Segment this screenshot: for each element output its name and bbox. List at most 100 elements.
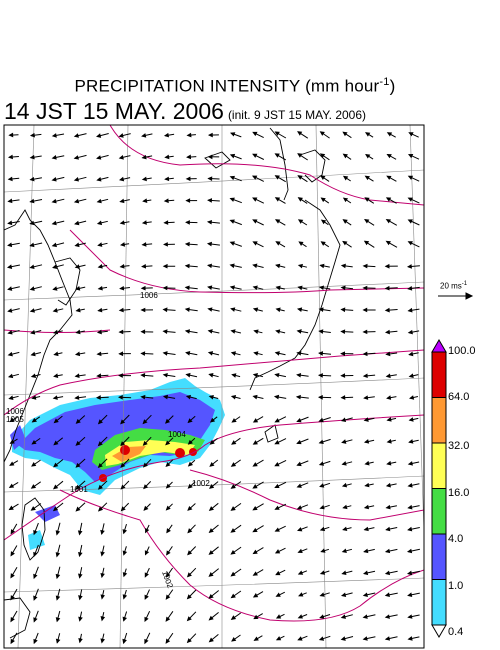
wind-arrow-head xyxy=(386,460,392,466)
wind-arrow-head xyxy=(119,242,126,247)
wind-arrow-head xyxy=(208,615,214,621)
wind-arrow-head xyxy=(100,616,106,622)
wind-arrow-head xyxy=(29,242,35,248)
wind-arrow-head xyxy=(407,483,413,488)
wind-arrow-head xyxy=(252,571,258,576)
wind-arrow-head xyxy=(296,372,302,378)
wind-arrow-head xyxy=(317,395,323,400)
wind-arrow-head xyxy=(407,526,413,532)
wind-arrow-head xyxy=(319,614,325,619)
wind-arrow-head xyxy=(298,592,304,597)
wind-arrow-head xyxy=(274,549,281,554)
wind-arrow-head xyxy=(118,329,124,335)
wind-arrow-head xyxy=(230,307,236,312)
wind-arrow-head xyxy=(165,572,171,578)
wind-arrow-head xyxy=(386,132,393,137)
wind-arrow-head xyxy=(320,548,326,553)
wind-arrow-head xyxy=(407,219,413,224)
wind-arrow-head xyxy=(78,573,83,579)
wind-arrow-head xyxy=(209,439,215,445)
wind-arrow-head xyxy=(119,285,125,291)
wind-arrow-head xyxy=(364,460,370,466)
wind-arrow-head xyxy=(95,133,102,138)
wind-arrow-head xyxy=(296,417,302,423)
wind-arrow-head xyxy=(187,418,193,424)
wind-arrow-head xyxy=(406,548,413,554)
wind-arrow-head xyxy=(230,462,237,467)
wind-arrow-head xyxy=(297,570,304,575)
coast-mainland xyxy=(4,209,73,463)
wind-arrow-head xyxy=(340,351,345,357)
wind-arrow-head xyxy=(319,153,326,158)
wind-arrow-head xyxy=(74,242,80,248)
wind-arrow-head xyxy=(122,638,127,645)
wind-arrow-head xyxy=(33,573,38,580)
wind-arrow-head xyxy=(164,176,170,182)
wind-arrow-head xyxy=(10,616,15,623)
wind-arrow-head xyxy=(6,264,13,269)
wind-arrow-head xyxy=(364,218,370,224)
wind-arrow-head xyxy=(362,351,368,357)
wind-arrow-head xyxy=(53,462,59,468)
wind-arrow-head xyxy=(385,526,391,532)
wind-arrow-head xyxy=(363,439,370,444)
wind-arrow-head xyxy=(408,373,414,378)
coast-island-1 xyxy=(204,151,231,169)
wind-arrow-head xyxy=(407,286,413,291)
wind-arrow-head xyxy=(274,219,281,224)
wind-arrow-head xyxy=(185,176,191,182)
wind-arrow-head xyxy=(407,504,413,510)
wind-arrow-head xyxy=(231,373,237,378)
wind-arrow-head xyxy=(162,351,168,356)
wind-arrow-head xyxy=(162,307,168,313)
wind-arrow-head xyxy=(318,461,325,466)
wind-arrow-head xyxy=(140,329,146,335)
wind-scale-arrow xyxy=(438,292,474,300)
wind-arrow-head xyxy=(229,285,235,290)
wind-arrow-head xyxy=(231,440,237,445)
wind-arrow-head xyxy=(118,155,124,160)
wind-arrow-head xyxy=(364,132,371,137)
wind-arrow-head xyxy=(7,308,13,313)
rain-patch-south-2 xyxy=(28,530,45,550)
wind-arrow-head xyxy=(275,570,281,576)
wind-arrow-head xyxy=(140,285,146,291)
wind-arrow-head xyxy=(122,616,128,622)
wind-scale-value: 20 ms xyxy=(440,281,462,291)
wind-arrow-head xyxy=(75,286,81,291)
wind-arrow-head xyxy=(230,528,236,533)
wind-arrow-head xyxy=(165,440,171,446)
coast-hokkaido xyxy=(299,149,326,183)
wind-arrow-head xyxy=(407,175,414,180)
wind-arrow-head xyxy=(120,441,126,447)
wind-arrow-head xyxy=(253,329,259,334)
wind-arrow-head xyxy=(341,548,347,554)
wind-arrow-head xyxy=(296,351,302,356)
wind-arrow-head xyxy=(320,219,327,225)
wind-arrow-head xyxy=(274,197,281,202)
wind-arrow-head xyxy=(9,439,15,444)
rain-cell-red-2 xyxy=(175,448,185,458)
wind-arrow-head xyxy=(318,439,324,445)
rain-cell-red-1 xyxy=(120,445,130,455)
wind-arrow-head xyxy=(29,198,35,204)
rain-cell-orange xyxy=(112,446,146,462)
wind-arrow-head xyxy=(275,263,281,269)
wind-arrow-head xyxy=(407,307,413,313)
wind-arrow-head xyxy=(186,638,192,644)
wind-arrow-head xyxy=(253,614,259,620)
wind-arrow-head xyxy=(184,263,190,269)
wind-arrow-head xyxy=(252,241,258,246)
wind-arrow-head xyxy=(364,482,370,488)
wind-arrow-head xyxy=(30,329,36,335)
wind-arrow-head xyxy=(296,505,303,510)
wind-arrow-head xyxy=(319,592,325,597)
wind-arrow-head xyxy=(142,440,148,446)
wind-arrow-head xyxy=(230,329,236,334)
wind-arrow-head xyxy=(100,529,105,536)
wind-arrow-head xyxy=(97,285,103,291)
wind-arrow-head xyxy=(340,373,346,378)
wind-arrow-head xyxy=(53,351,59,357)
wind-arrow-head xyxy=(75,329,81,335)
wind-arrow-head xyxy=(229,197,235,202)
